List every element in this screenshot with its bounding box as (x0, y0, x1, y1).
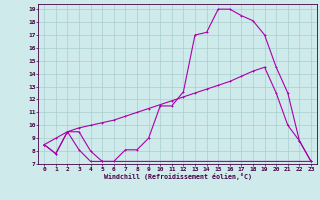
X-axis label: Windchill (Refroidissement éolien,°C): Windchill (Refroidissement éolien,°C) (104, 173, 252, 180)
